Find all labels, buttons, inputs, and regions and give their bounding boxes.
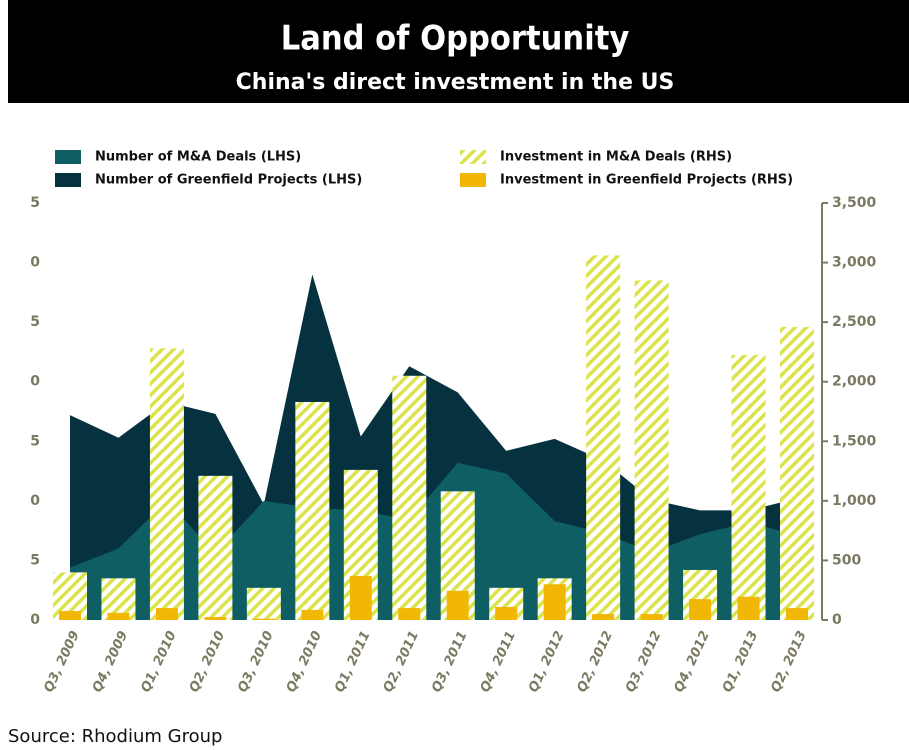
bar xyxy=(252,618,275,620)
legend-swatch xyxy=(460,173,486,187)
y-tick-label: 5 xyxy=(30,552,40,568)
x-tick-label: Q1, 2011 xyxy=(332,629,373,695)
bar xyxy=(392,375,427,620)
bar xyxy=(689,599,712,620)
legend-label: Investment in Greenfield Projects (RHS) xyxy=(500,173,793,188)
y2-tick-label: 3,500 xyxy=(832,195,877,211)
legend-swatch xyxy=(55,150,81,164)
legend-label: Number of Greenfield Projects (LHS) xyxy=(95,173,362,188)
y2-tick-label: 1,500 xyxy=(832,433,877,449)
bar xyxy=(198,475,233,620)
y-tick-label: 0 xyxy=(30,493,40,509)
legend-label: Investment in M&A Deals (RHS) xyxy=(500,150,732,165)
x-tick-label: Q3, 2009 xyxy=(41,629,82,695)
header-band xyxy=(8,0,909,103)
x-tick-label: Q3, 2011 xyxy=(429,629,470,695)
bar xyxy=(586,255,621,620)
y-tick-label: 5 xyxy=(30,195,40,211)
bar xyxy=(107,612,130,620)
bar xyxy=(155,608,178,620)
legend-label: Number of M&A Deals (LHS) xyxy=(95,150,301,165)
x-tick-label: Q2, 2012 xyxy=(575,629,616,695)
y2-tick-label: 2,000 xyxy=(832,374,877,390)
y-tick-label: 0 xyxy=(30,255,40,271)
x-tick-label: Q1, 2012 xyxy=(526,629,567,695)
bar xyxy=(737,596,760,620)
bar xyxy=(149,348,184,620)
legend-swatch xyxy=(55,173,81,187)
bar xyxy=(398,608,421,620)
bar xyxy=(786,608,808,620)
bar xyxy=(634,280,669,620)
x-tick-label: Q2, 2010 xyxy=(187,629,228,695)
bar xyxy=(731,354,766,620)
y-tick-label: 5 xyxy=(30,314,40,330)
bar xyxy=(780,326,814,620)
y2-tick-label: 0 xyxy=(832,612,842,628)
bar xyxy=(295,401,330,620)
x-tick-label: Q4, 2011 xyxy=(478,629,519,695)
chart-title: Land of Opportunity xyxy=(281,19,630,59)
bar xyxy=(446,590,469,620)
y-tick-label: 0 xyxy=(30,374,40,390)
y-tick-label: 5 xyxy=(30,433,40,449)
chart-subtitle: China's direct investment in the US xyxy=(236,70,675,95)
legend-swatch xyxy=(460,150,486,164)
source: Source: Rhodium Group xyxy=(8,726,222,747)
x-tick-label: Q2, 2011 xyxy=(381,629,422,695)
x-tick-label: Q1, 2013 xyxy=(720,629,761,695)
bar xyxy=(495,606,518,620)
y-tick-label: 0 xyxy=(30,612,40,628)
x-tick-label: Q2, 2013 xyxy=(768,629,809,695)
y2-tick-label: 1,000 xyxy=(832,493,877,509)
bar xyxy=(59,611,81,620)
x-tick-label: Q4, 2012 xyxy=(671,629,712,695)
y2-tick-label: 3,000 xyxy=(832,255,877,271)
bar xyxy=(349,575,372,620)
bar xyxy=(301,609,324,620)
bar xyxy=(204,617,227,620)
bar xyxy=(246,587,281,620)
x-tick-label: Q1, 2010 xyxy=(138,629,179,695)
x-tick-label: Q4, 2010 xyxy=(284,629,325,695)
bar xyxy=(640,614,663,620)
x-tick-label: Q4, 2009 xyxy=(90,629,131,695)
y2-tick-label: 2,500 xyxy=(832,314,877,330)
bar xyxy=(592,614,615,620)
x-tick-label: Q3, 2012 xyxy=(623,629,664,695)
y2-tick-label: 500 xyxy=(832,552,861,568)
x-tick-label: Q3, 2010 xyxy=(235,629,276,695)
bar xyxy=(543,584,566,620)
